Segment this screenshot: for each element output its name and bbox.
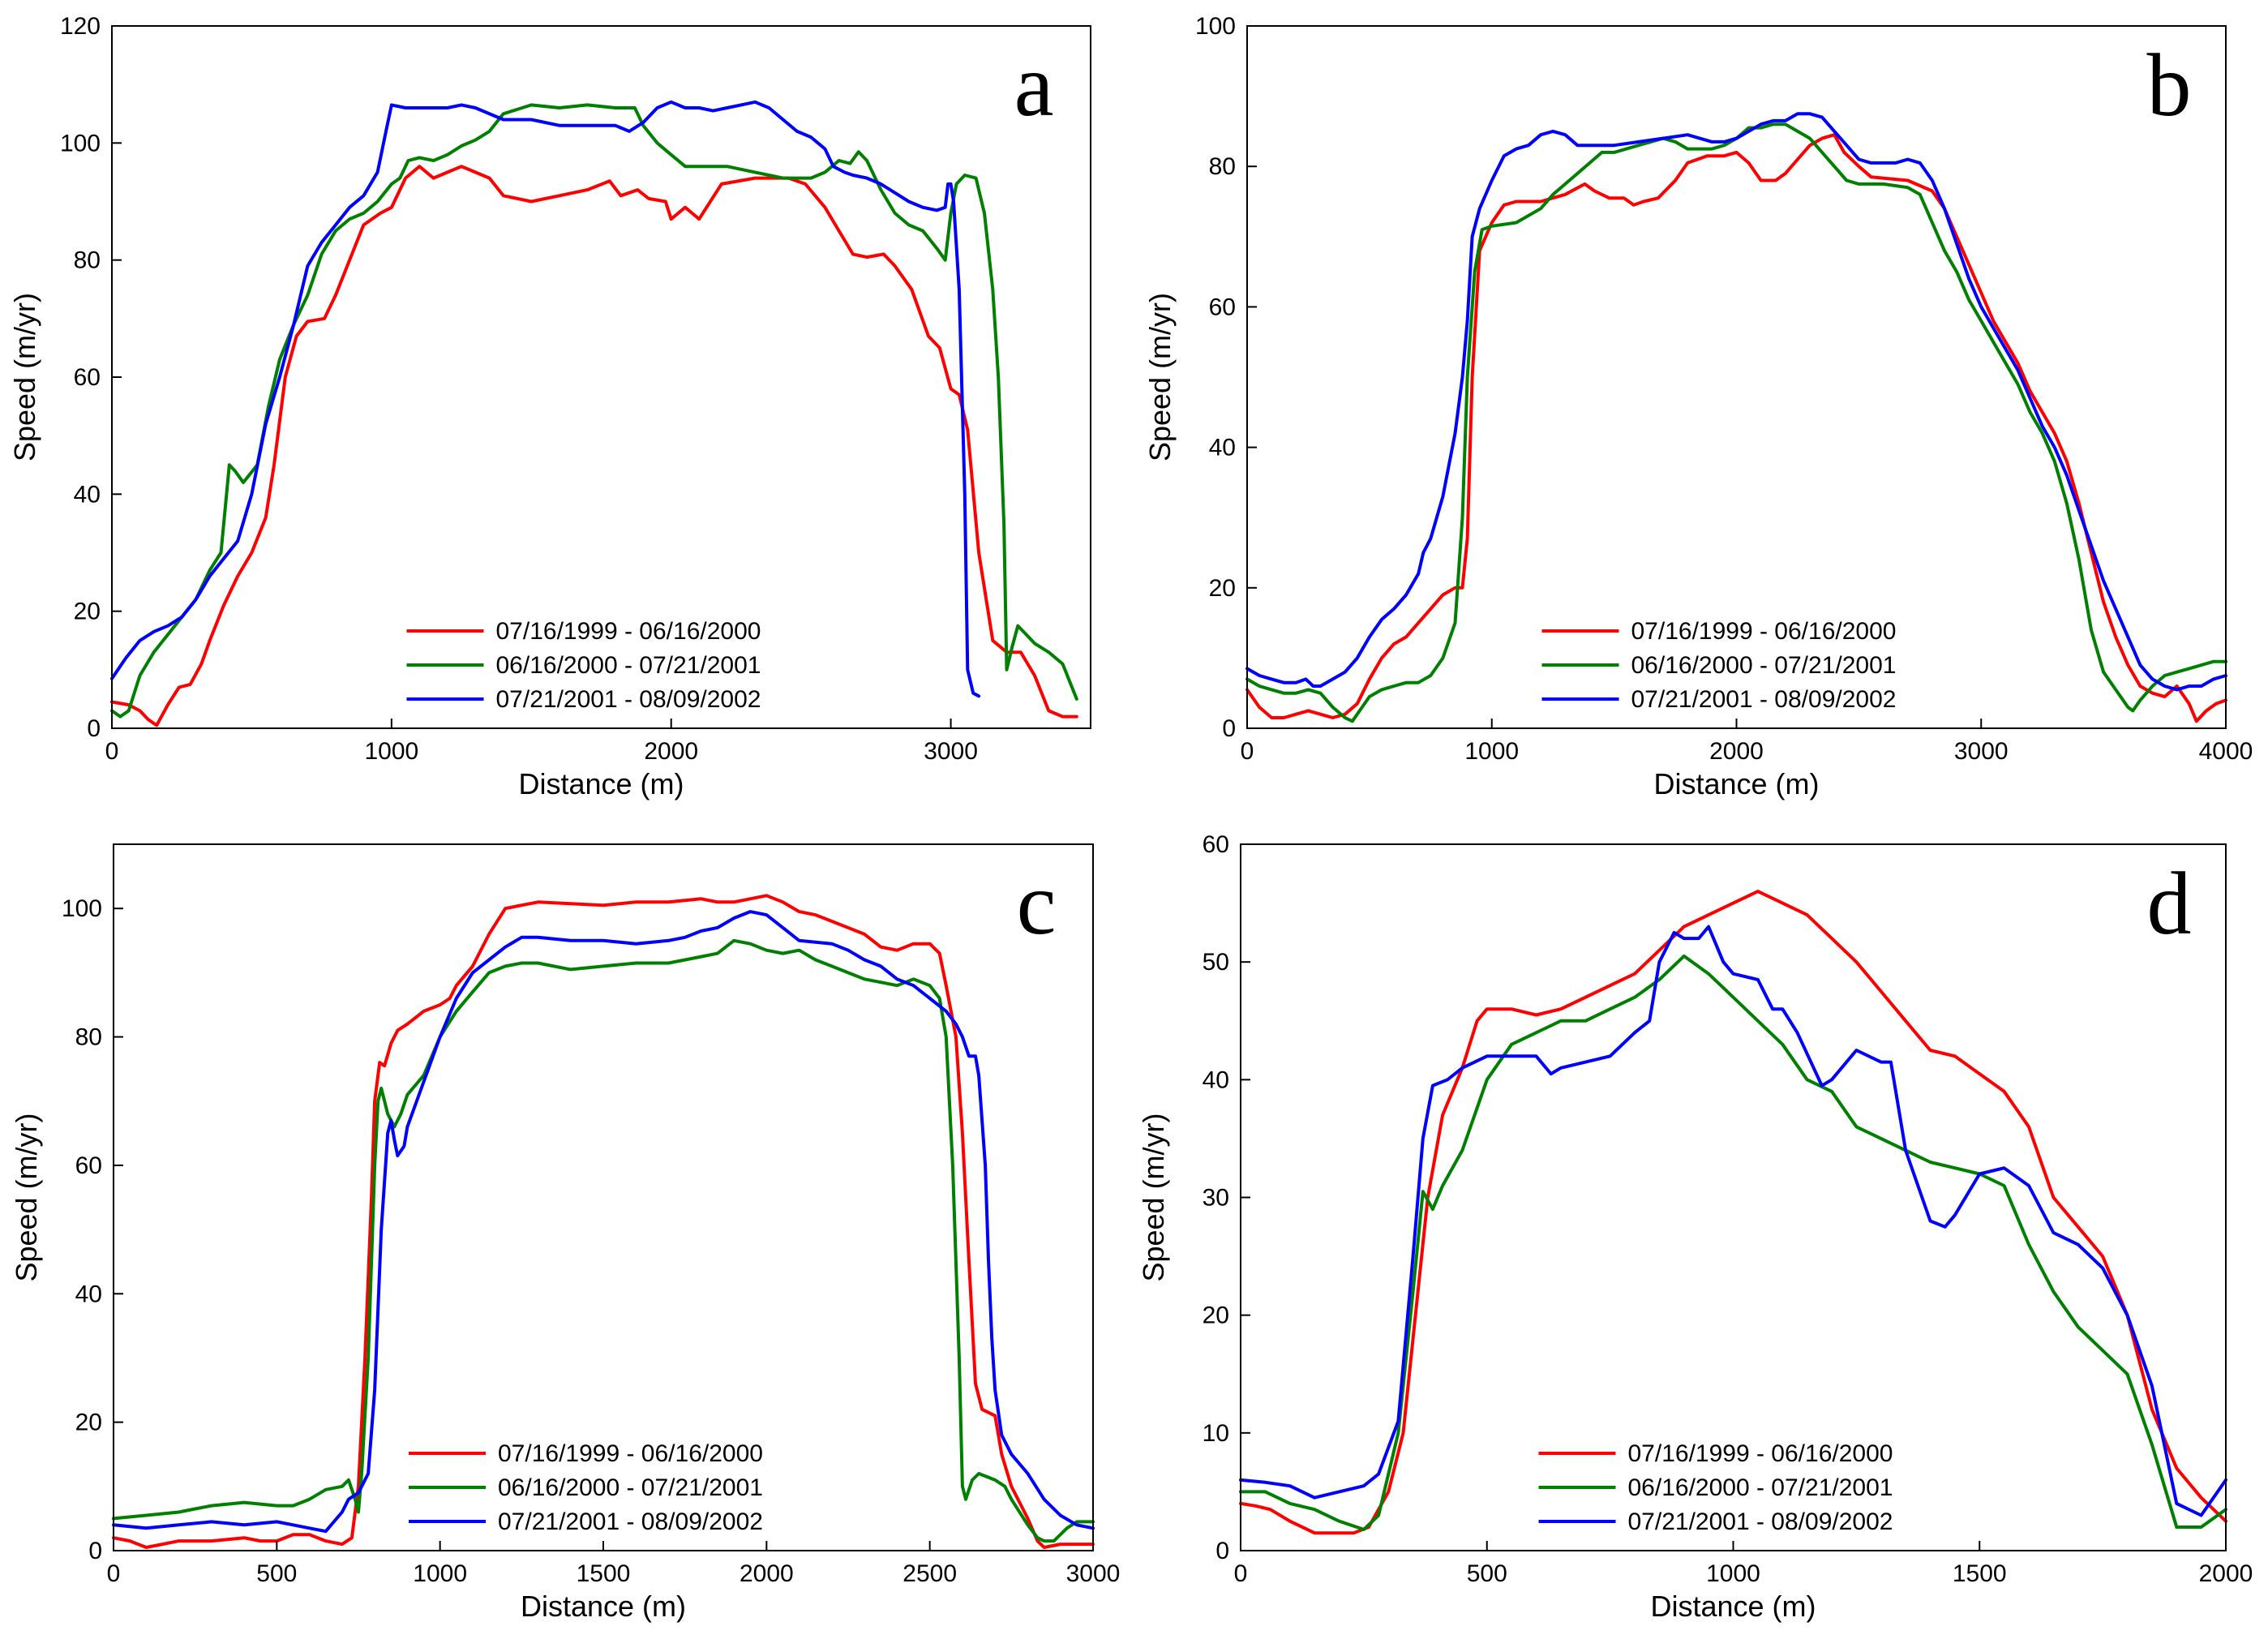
x-tick-label: 3000 — [1954, 738, 2009, 765]
x-axis-title: Distance (m) — [518, 767, 684, 800]
y-tick-label: 50 — [1203, 949, 1229, 976]
series-line-2 — [110, 103, 1078, 719]
legend-label: 07/16/1999 - 06/16/2000 — [1628, 1440, 1893, 1467]
y-tick-label: 80 — [1209, 153, 1236, 180]
panel-label: d — [2147, 854, 2192, 953]
legend-label: 07/16/1999 - 06/16/2000 — [498, 1440, 763, 1467]
panel-a: 0 1000 2000 3000 0 20 40 60 80 100 120 Distance (m)… — [8, 13, 1091, 800]
x-tick-label: 1500 — [577, 1560, 631, 1587]
x-tick-label: 2000 — [644, 738, 698, 765]
x-axis-title: Distance (m) — [521, 1590, 686, 1623]
legend-label: 07/21/2001 - 08/09/2002 — [1628, 1508, 1893, 1535]
series-line-3 — [1239, 925, 2227, 1517]
y-tick-label: 20 — [75, 1410, 102, 1436]
y-tick-label: 40 — [74, 481, 101, 508]
panel-label: c — [1017, 854, 1057, 953]
x-tick-label: 0 — [1234, 1560, 1248, 1587]
legend-label: 06/16/2000 - 07/21/2001 — [1628, 1474, 1893, 1501]
y-tick-label: 0 — [87, 715, 101, 742]
y-tick-label: 40 — [1209, 435, 1236, 461]
y-tick-label: 0 — [1222, 715, 1236, 742]
legend-label: 07/21/2001 - 08/09/2002 — [496, 686, 761, 713]
legend-label: 06/16/2000 - 07/21/2001 — [496, 652, 761, 679]
series-line-3 — [112, 910, 1095, 1534]
x-axis-title: Distance (m) — [1650, 1590, 1816, 1623]
x-tick-label: 1000 — [1706, 1560, 1760, 1587]
y-tick-label: 60 — [1209, 294, 1236, 320]
panel-label: a — [1014, 36, 1054, 135]
y-tick-label: 40 — [1203, 1066, 1229, 1093]
x-tick-label: 0 — [1241, 738, 1254, 765]
x-tick-label: 2500 — [902, 1560, 957, 1587]
legend-label: 06/16/2000 - 07/21/2001 — [1631, 652, 1897, 679]
y-axis-title: Speed (m/yr) — [8, 293, 41, 461]
panel-b: 0 1000 2000 3000 4000 0 20 40 60 80 100 Distance (m… — [1143, 13, 2253, 800]
x-axis-title: Distance (m) — [1653, 767, 1819, 800]
x-tick-label: 3000 — [1066, 1560, 1121, 1587]
legend-label: 07/16/1999 - 06/16/2000 — [496, 618, 761, 645]
y-tick-label: 40 — [75, 1281, 102, 1307]
legend: 07/16/1999 - 06/16/2000 06/16/2000 - 07/2… — [409, 1440, 763, 1535]
series-line-2 — [112, 938, 1095, 1543]
x-tick-label: 1000 — [413, 1560, 467, 1587]
y-tick-label: 30 — [1203, 1185, 1229, 1212]
panel-c: 0 500 1000 1500 2000 2500 3000 0 20 40 60 80 100 Dist… — [10, 843, 1121, 1623]
y-axis-title: Speed (m/yr) — [1143, 293, 1177, 461]
x-tick-label: 1000 — [364, 738, 418, 765]
legend-label: 07/21/2001 - 08/09/2002 — [1631, 686, 1897, 713]
x-tick-label: 1500 — [1953, 1560, 2007, 1587]
y-tick-label: 80 — [74, 247, 101, 274]
panel-d: 0 500 1000 1500 2000 0 10 20 30 40 50 60 Distance (m… — [1137, 831, 2253, 1623]
legend: 07/16/1999 - 06/16/2000 06/16/2000 - 07/2… — [1541, 618, 1897, 713]
x-tick-label: 0 — [105, 738, 119, 765]
y-tick-label: 100 — [1195, 13, 1236, 40]
series-line-1 — [110, 165, 1078, 727]
y-axis-title: Speed (m/yr) — [1137, 1113, 1170, 1281]
x-tick-label: 2000 — [2199, 1560, 2253, 1587]
series-line-3 — [1245, 112, 2227, 692]
y-tick-label: 80 — [75, 1024, 102, 1051]
x-tick-label: 0 — [107, 1560, 121, 1587]
legend-label: 06/16/2000 - 07/21/2001 — [498, 1474, 763, 1501]
series-line-1 — [1239, 890, 2227, 1535]
series-line-3 — [110, 100, 981, 698]
x-tick-label: 500 — [1467, 1560, 1507, 1587]
legend: 07/16/1999 - 06/16/2000 06/16/2000 - 07/2… — [406, 618, 761, 713]
y-tick-label: 60 — [75, 1152, 102, 1179]
x-tick-label: 1000 — [1464, 738, 1519, 765]
x-tick-label: 500 — [256, 1560, 297, 1587]
y-tick-label: 100 — [60, 130, 101, 157]
y-tick-label: 60 — [1203, 831, 1229, 858]
y-tick-label: 60 — [74, 364, 101, 391]
y-axis-title: Speed (m/yr) — [10, 1113, 43, 1281]
y-tick-label: 0 — [1215, 1538, 1229, 1564]
x-tick-label: 2000 — [1709, 738, 1764, 765]
y-tick-label: 0 — [88, 1538, 102, 1564]
legend: 07/16/1999 - 06/16/2000 06/16/2000 - 07/2… — [1538, 1440, 1893, 1535]
x-tick-label: 2000 — [740, 1560, 794, 1587]
y-tick-label: 20 — [1209, 575, 1236, 602]
legend-label: 07/21/2001 - 08/09/2002 — [498, 1508, 763, 1535]
panel-label: b — [2147, 36, 2192, 135]
y-tick-label: 120 — [60, 13, 101, 40]
y-tick-label: 20 — [1203, 1302, 1229, 1329]
series-line-1 — [112, 894, 1095, 1549]
x-tick-label: 4000 — [2199, 738, 2253, 765]
y-tick-label: 10 — [1203, 1420, 1229, 1447]
legend-label: 07/16/1999 - 06/16/2000 — [1631, 618, 1897, 645]
series-line-2 — [1245, 122, 2227, 723]
y-tick-label: 100 — [62, 895, 102, 922]
y-tick-label: 20 — [74, 599, 101, 625]
x-tick-label: 3000 — [924, 738, 978, 765]
